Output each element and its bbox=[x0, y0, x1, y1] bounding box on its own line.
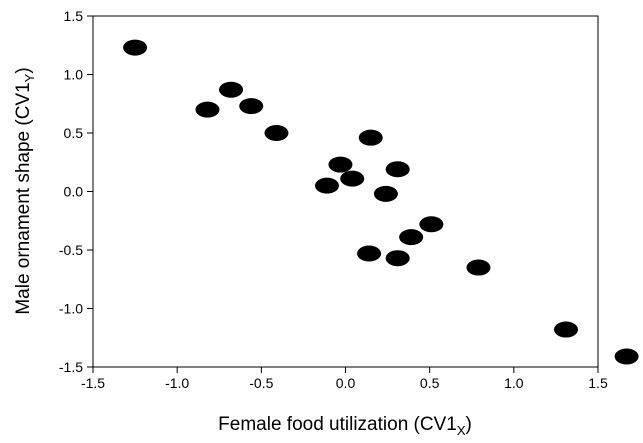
x-tick-label: 0.0 bbox=[336, 375, 356, 391]
y-axis-label: Male ornament shape (CV1Y) bbox=[13, 67, 37, 314]
point bbox=[385, 161, 410, 178]
x-axis-label: Female food utilization (CV1X) bbox=[218, 414, 472, 438]
point bbox=[123, 39, 148, 56]
point bbox=[219, 81, 244, 98]
y-label-end: ) bbox=[13, 67, 34, 73]
point bbox=[373, 185, 398, 202]
y-label-subscript: Y bbox=[22, 73, 37, 82]
x-tick-label: 0.5 bbox=[420, 375, 440, 391]
point bbox=[239, 98, 264, 115]
point bbox=[357, 245, 382, 262]
plot-frame bbox=[92, 15, 599, 368]
x-tick-label: 1.5 bbox=[588, 375, 608, 391]
point bbox=[399, 229, 424, 246]
x-tick-label: -1.0 bbox=[165, 375, 189, 391]
point bbox=[195, 101, 220, 118]
point bbox=[340, 170, 365, 187]
x-label-end: ) bbox=[466, 414, 472, 435]
y-tick-label: -1.5 bbox=[59, 359, 83, 375]
point bbox=[466, 259, 491, 276]
point bbox=[419, 216, 444, 233]
point bbox=[554, 321, 579, 338]
y-tick-label: 1.5 bbox=[64, 8, 84, 24]
x-tick-label: 1.0 bbox=[504, 375, 524, 391]
y-tick-label: 1.0 bbox=[64, 67, 84, 83]
y-tick-label: 0.0 bbox=[64, 184, 84, 200]
y-tick-label: -0.5 bbox=[59, 242, 83, 258]
point bbox=[264, 125, 289, 141]
x-tick-label: -1.5 bbox=[81, 375, 105, 391]
point bbox=[614, 348, 639, 365]
x-tick-label: -0.5 bbox=[249, 375, 273, 391]
point bbox=[385, 250, 410, 267]
y-tick-label: 0.5 bbox=[64, 125, 84, 141]
x-label-subscript: X bbox=[457, 423, 466, 438]
point bbox=[314, 177, 339, 194]
point bbox=[328, 156, 353, 173]
x-label-main: Female food utilization (CV1 bbox=[218, 414, 457, 435]
point bbox=[358, 129, 383, 146]
y-tick-label: -1.0 bbox=[59, 301, 83, 317]
y-label-main: Male ornament shape (CV1 bbox=[13, 82, 34, 314]
